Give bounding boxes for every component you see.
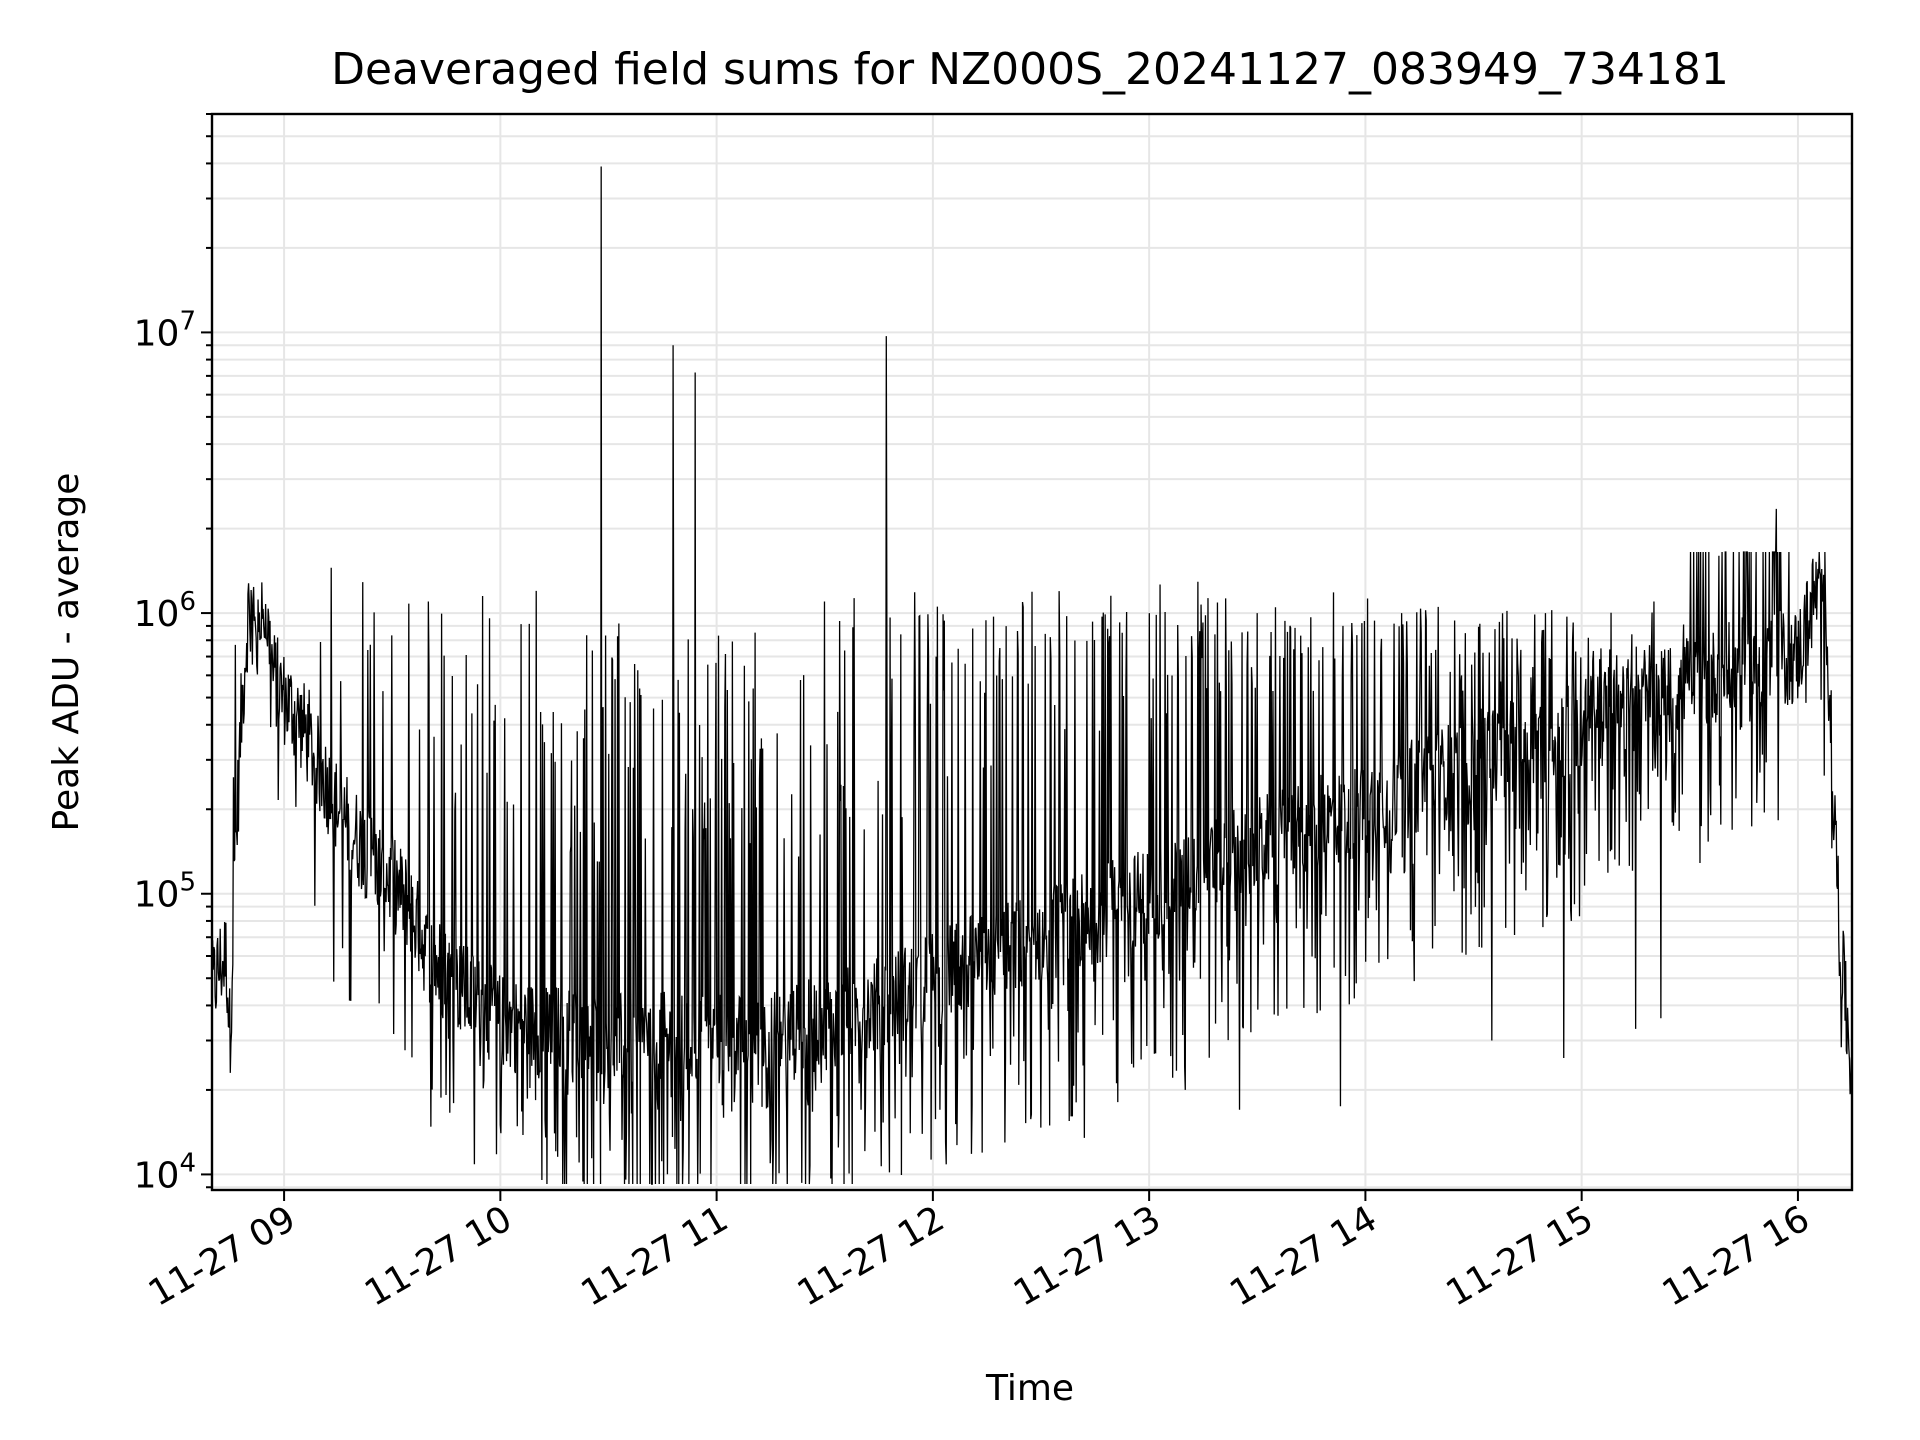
y-tick-label: 107 [134,306,196,354]
y-tick-label: 104 [134,1148,196,1196]
y-tick-label: 105 [134,868,196,916]
x-axis-label: Time [985,1368,1074,1409]
series-layer [211,166,1853,1185]
y-axis-label: Peak ADU - average [46,473,87,832]
y-tick-label: 106 [134,587,196,635]
plot-frame [210,112,1854,1192]
chart-title: Deaveraged field sums for NZ000S_2024112… [331,44,1729,95]
series-line [211,166,1853,1185]
y-axis: 104 105 106 107 [134,113,212,1196]
